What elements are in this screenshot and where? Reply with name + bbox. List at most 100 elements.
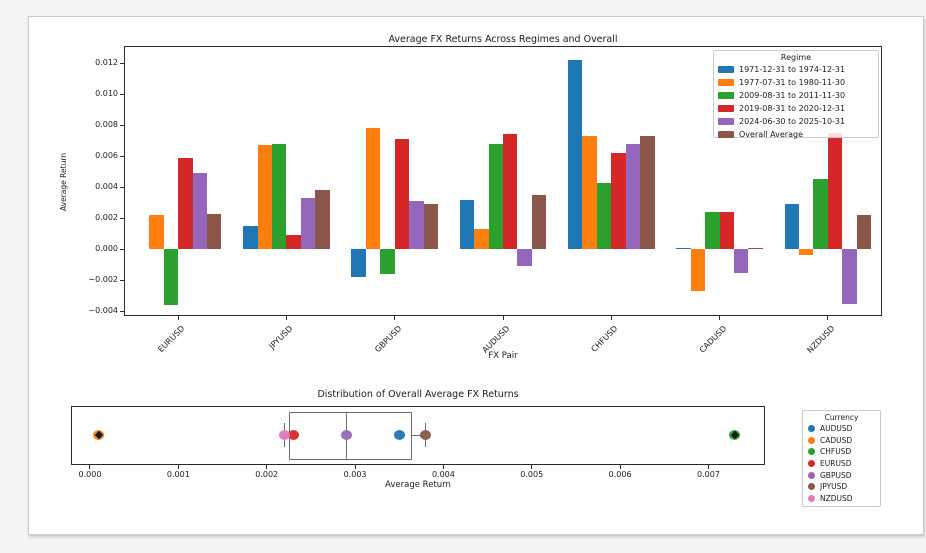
y-tick-mark: [120, 93, 124, 95]
bar-eurusd-regime4: [192, 173, 208, 250]
legend-swatch: [808, 436, 815, 444]
y-tick-label: 0.010: [95, 89, 118, 99]
x-tick-mark: [354, 465, 356, 469]
legend-swatch: [718, 131, 734, 138]
bar-audusd-regime2: [488, 143, 503, 250]
legend-swatch: [808, 448, 815, 456]
legend-item-label: 2009-08-31 to 2011-11-30: [739, 91, 846, 100]
x-tick-label: 0.001: [166, 470, 190, 479]
bar-audusd-regime4: [517, 249, 532, 267]
bar-cadusd-regime0: [676, 247, 691, 250]
y-tick-label: 0.012: [95, 58, 118, 68]
x-tick-label: 0.003: [343, 470, 367, 479]
legend-swatch: [718, 105, 734, 112]
bar-chart-xlabel: FX Pair: [488, 351, 518, 361]
bar-nzdusd-regime1: [798, 249, 814, 256]
bar-cadusd-regime3: [719, 212, 734, 250]
legend-item-label: 1971-12-31 to 1974-12-31: [739, 65, 846, 74]
regime-legend-item: 2009-08-31 to 2011-11-30: [714, 89, 878, 102]
bar-chfusd-regime2: [596, 182, 612, 250]
currency-legend-item: AUDUSD: [803, 423, 880, 435]
bar-gbpusd-regime3: [394, 139, 410, 250]
bar-chfusd-regime5: [640, 136, 655, 250]
y-tick-label: −0.004: [88, 306, 118, 316]
bar-chart-plot-area: [124, 46, 882, 316]
x-tick-mark: [89, 465, 91, 469]
y-tick-label: 0.006: [95, 151, 118, 161]
regime-legend-item: 1977-07-31 to 1980-11-30: [714, 76, 878, 89]
y-tick-label: 0.000: [95, 244, 118, 254]
legend-item-label: AUDUSD: [820, 424, 853, 434]
currency-legend-title: Currency: [824, 413, 859, 422]
y-tick-label: 0.004: [95, 182, 118, 192]
regime-legend-item: 2019-08-31 to 2020-12-31: [714, 102, 878, 115]
bar-cadusd-regime5: [748, 247, 763, 250]
currency-legend-item: EURUSD: [803, 458, 880, 470]
currency-legend-item: CADUSD: [803, 435, 880, 447]
bar-jpyusd-regime3: [286, 235, 301, 250]
regime-legend-item: 2024-06-30 to 2025-10-31: [714, 115, 878, 128]
y-tick-label: 0.002: [95, 213, 118, 223]
strip-point-nzdusd: [278, 430, 290, 440]
legend-item-label: 2024-06-30 to 2025-10-31: [739, 117, 846, 126]
legend-swatch: [718, 66, 734, 73]
bar-eurusd-regime3: [178, 157, 193, 250]
x-tick-mark: [394, 316, 396, 320]
x-tick-mark: [177, 316, 179, 320]
y-tick-mark: [120, 217, 124, 219]
legend-swatch: [718, 118, 734, 125]
x-tick-label: 0.005: [520, 470, 544, 479]
bar-nzdusd-regime0: [784, 204, 799, 250]
bar-audusd-regime3: [503, 134, 518, 250]
legend-swatch: [808, 483, 815, 491]
x-tick-label: 0.000: [78, 470, 102, 479]
y-tick-mark: [120, 279, 124, 281]
x-tick-mark: [502, 316, 504, 320]
legend-item-label: 2019-08-31 to 2020-12-31: [739, 104, 846, 113]
strip-point-jpyusd: [420, 430, 432, 440]
x-tick-label: 0.007: [697, 470, 720, 479]
legend-swatch: [808, 471, 815, 479]
x-tick-mark: [610, 316, 612, 320]
legend-swatch: [808, 494, 815, 502]
legend-item-label: EURUSD: [820, 459, 852, 469]
bar-gbpusd-regime2: [380, 249, 395, 275]
bar-eurusd-regime5: [207, 213, 222, 250]
legend-item-label: CADUSD: [820, 435, 853, 445]
strip-point-gbpusd: [340, 430, 352, 440]
bar-nzdusd-regime4: [842, 249, 857, 304]
bar-gbpusd-regime1: [365, 128, 381, 250]
bar-cadusd-regime2: [705, 212, 720, 250]
x-tick-mark: [285, 316, 287, 320]
bar-nzdusd-regime2: [813, 179, 828, 250]
bar-chfusd-regime0: [567, 59, 583, 250]
bar-chart-title: Average FX Returns Across Regimes and Ov…: [388, 34, 618, 45]
legend-item-label: NZDUSD: [820, 493, 853, 503]
bar-chfusd-regime4: [625, 143, 641, 250]
currency-legend-item: GBPUSD: [803, 469, 880, 481]
boxplot-whisker-high: [412, 435, 426, 437]
legend-swatch: [718, 92, 734, 99]
y-tick-mark: [120, 124, 124, 126]
bar-audusd-regime1: [474, 229, 489, 250]
y-tick-mark: [120, 186, 124, 188]
bar-cadusd-regime4: [734, 249, 749, 273]
legend-swatch: [808, 460, 815, 468]
bar-cadusd-regime1: [690, 249, 706, 292]
y-tick-mark: [120, 155, 124, 157]
bar-jpyusd-regime1: [257, 145, 272, 250]
bar-jpyusd-regime0: [243, 226, 258, 250]
y-tick-mark: [120, 62, 124, 64]
bar-jpyusd-regime2: [271, 143, 287, 250]
y-tick-mark: [120, 248, 124, 250]
currency-legend-item: JPYUSD: [803, 481, 880, 493]
legend-swatch: [718, 79, 734, 86]
strip-point-audusd: [393, 430, 405, 440]
legend-item-label: GBPUSD: [820, 470, 852, 480]
legend-item-label: 1977-07-31 to 1980-11-30: [739, 78, 846, 87]
legend-item-label: CHFUSD: [820, 447, 852, 457]
x-tick-mark: [719, 316, 721, 320]
legend-swatch: [808, 425, 815, 433]
regime-legend-title: Regime: [780, 53, 812, 62]
